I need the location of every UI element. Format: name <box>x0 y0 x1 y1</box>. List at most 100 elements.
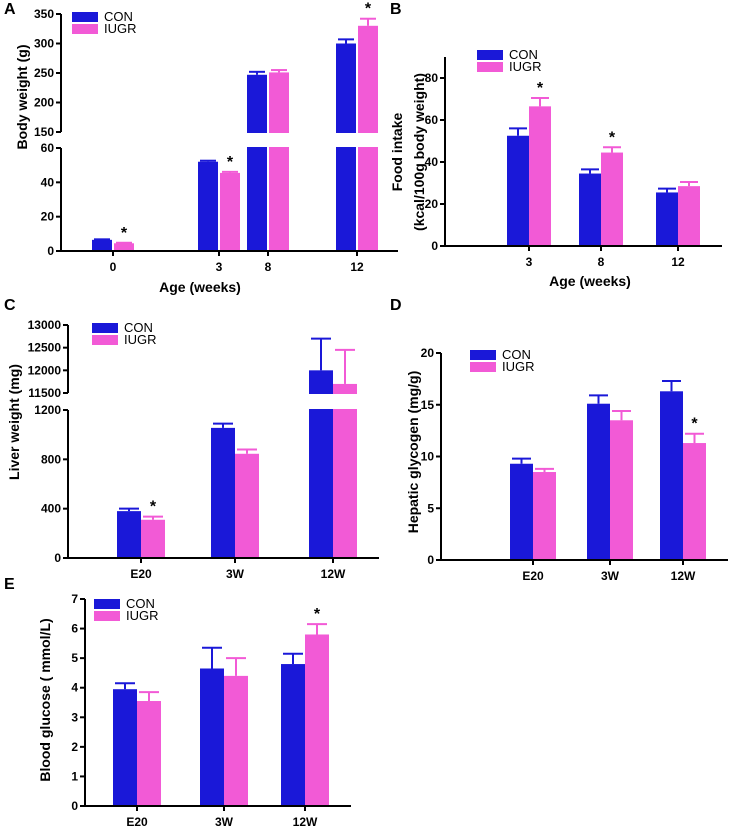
legend-label-iugr: IUGR <box>502 359 535 374</box>
x-tick-label: E20 <box>126 815 148 829</box>
bar-iugr-3w <box>610 420 633 560</box>
bar-con-12w <box>660 391 683 560</box>
significance-star: * <box>609 129 616 146</box>
legend-label-con: CON <box>104 9 133 24</box>
y-tick-label: 0 <box>47 244 54 258</box>
bar-con-12w <box>281 664 305 806</box>
legend-swatch-iugr <box>94 611 120 621</box>
legend-label-con: CON <box>502 347 531 362</box>
panel-c: C 0 400 800 1200 11500 12000 12500 13000 E20 3W 12W… <box>4 297 380 581</box>
bar-iugr-0 <box>114 243 134 251</box>
y-tick-label: 3 <box>71 710 78 724</box>
significance-star: * <box>314 606 321 623</box>
bar-iugr-e20 <box>137 701 161 806</box>
bar-iugr-3w <box>224 675 248 806</box>
panel-e: E 0 1 2 3 4 5 6 7 E20 3W 12W * Blood glucose ( mmol/L… <box>4 576 351 829</box>
panel-label: C <box>4 297 16 314</box>
significance-star: * <box>365 1 372 18</box>
x-tick-label: 3 <box>216 260 223 274</box>
legend-label-iugr: IUGR <box>124 332 157 347</box>
y-tick-label: 40 <box>425 155 439 169</box>
panel-label: A <box>4 1 16 18</box>
bar-con-e20 <box>113 689 137 806</box>
y-tick-label: 2 <box>71 740 78 754</box>
x-tick-label: 3W <box>601 569 620 583</box>
legend-label-iugr: IUGR <box>104 21 137 36</box>
bar-con-3 <box>198 161 218 251</box>
significance-star: * <box>150 499 157 516</box>
x-tick-label: 8 <box>265 260 272 274</box>
y-tick-label: 350 <box>34 7 54 21</box>
legend-swatch-con <box>92 323 118 333</box>
y-tick-label: 800 <box>41 452 61 466</box>
legend-label-con: CON <box>124 320 153 335</box>
y-tick-label: 0 <box>431 239 438 253</box>
x-tick-label: 12W <box>671 569 696 583</box>
bar-con-0 <box>92 239 112 251</box>
bar-iugr-e20 <box>141 519 165 558</box>
y-tick-label: 80 <box>425 71 439 85</box>
bar-con-8 <box>247 74 267 252</box>
y-tick-label: 20 <box>41 210 55 224</box>
bar-iugr-3w <box>235 453 259 558</box>
y-tick-label: 6 <box>71 622 78 636</box>
y-tick-label: 1 <box>71 769 78 783</box>
y-tick-label: 11500 <box>28 386 61 400</box>
panel-a: A 0 20 40 60 150 200 250 300 350 0 3 8 12 * * * Body weig… <box>4 1 399 295</box>
bar-iugr-12 <box>678 186 700 246</box>
y-tick-label: 12000 <box>28 363 62 377</box>
panel-label: B <box>390 1 402 18</box>
y-tick-label: 60 <box>41 141 55 155</box>
bar-iugr-12w <box>683 443 706 560</box>
bar-iugr-e20 <box>533 472 556 560</box>
y-tick-label: 200 <box>34 96 54 110</box>
legend-swatch-iugr <box>477 62 503 72</box>
y-axis-label: Blood glucose ( mmol/L) <box>37 618 53 781</box>
y-tick-label: 250 <box>34 66 54 80</box>
legend-swatch-iugr <box>92 335 118 345</box>
bar-con-3w <box>211 427 235 558</box>
y-axis-label: Hepatic glycogen (mg/g) <box>405 371 421 534</box>
legend-swatch-con <box>72 12 98 22</box>
bar-con-8 <box>579 173 601 246</box>
legend-label-iugr: IUGR <box>126 608 159 623</box>
bar-iugr-3 <box>220 172 240 251</box>
y-axis-label: Food intake <box>389 113 405 192</box>
panel-label: E <box>4 576 15 593</box>
x-axis-label: Age (weeks) <box>549 273 631 289</box>
y-tick-label: 5 <box>71 651 78 665</box>
y-tick-label: 5 <box>427 501 434 515</box>
y-axis-label: Liver weight (mg) <box>6 364 22 480</box>
bar-con-3 <box>507 135 529 246</box>
y-tick-label: 400 <box>41 502 61 516</box>
panel-d: D 0 5 10 15 20 E20 3W 12W * Hepatic glycogen (mg/g… <box>390 297 728 583</box>
x-tick-label: 0 <box>110 260 117 274</box>
x-axis-label: Age (weeks) <box>159 279 241 295</box>
y-tick-label: 0 <box>71 799 78 813</box>
x-tick-label: 12 <box>671 255 685 269</box>
legend-swatch-con <box>477 50 503 60</box>
legend-swatch-iugr <box>72 24 98 34</box>
panel-b: B 0 20 40 60 80 3 8 12 * * Food intake (kcal/100g bo… <box>389 1 722 289</box>
y-axis-label: Body weight (g) <box>14 45 30 150</box>
y-tick-label: 150 <box>34 125 54 139</box>
significance-star: * <box>121 225 128 242</box>
y-tick-label: 300 <box>34 37 54 51</box>
y-tick-label: 13000 <box>28 318 62 332</box>
y-tick-label: 15 <box>421 398 435 412</box>
y-tick-label: 0 <box>427 553 434 567</box>
legend-label-con: CON <box>509 47 538 62</box>
x-tick-label: 12W <box>321 567 346 581</box>
bar-iugr-8 <box>601 152 623 246</box>
x-tick-label: 12 <box>350 260 364 274</box>
x-tick-label: 3 <box>526 255 533 269</box>
x-tick-label: E20 <box>522 569 544 583</box>
legend-label-con: CON <box>126 596 155 611</box>
y-tick-label: 0 <box>54 551 61 565</box>
x-tick-label: 8 <box>598 255 605 269</box>
bar-con-e20 <box>117 511 141 558</box>
y-tick-label: 60 <box>425 113 439 127</box>
x-tick-label: 3W <box>215 815 234 829</box>
bar-iugr-8 <box>269 72 289 251</box>
